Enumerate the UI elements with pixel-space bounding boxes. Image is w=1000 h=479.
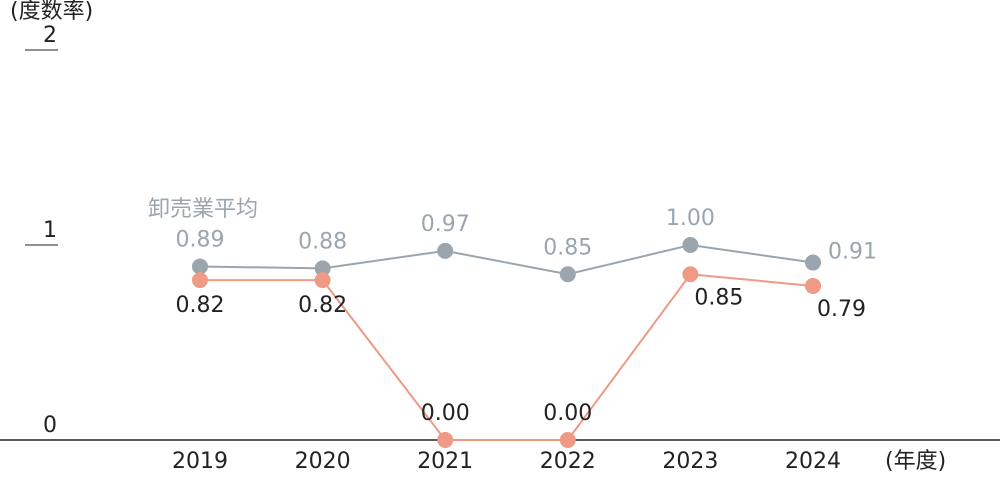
y-tick-label: 0 [43, 413, 57, 438]
value-label: 1.00 [666, 206, 715, 231]
data-point [192, 258, 208, 275]
value-label: 0.88 [298, 229, 347, 254]
data-point [559, 266, 576, 283]
data-point [314, 260, 331, 277]
x-tick-label: 2019 [172, 449, 228, 474]
series-line [199, 243, 814, 276]
value-label: 0.85 [694, 285, 743, 310]
value-label: 0.79 [817, 297, 866, 322]
x-tick-label: 2024 [785, 449, 841, 474]
x-tick-label: 2023 [662, 449, 718, 474]
data-point [192, 272, 208, 289]
x-tick-label: 2021 [417, 449, 473, 474]
value-label: 0.91 [828, 240, 877, 265]
y-tick-label: 2 [43, 23, 57, 48]
data-point [682, 266, 699, 283]
value-label: 0.82 [176, 293, 225, 318]
value-label: 0.00 [421, 401, 470, 426]
value-label: 0.97 [421, 212, 470, 237]
y-tick-label: 1 [43, 218, 57, 243]
data-point [437, 242, 454, 259]
data-point [314, 272, 331, 289]
value-label: 0.89 [176, 227, 225, 252]
y-unit: (度数率) [10, 0, 93, 24]
series-line [200, 273, 814, 441]
x-tick-label: 2022 [540, 449, 596, 474]
x-unit: (年度) [885, 449, 946, 474]
data-point [559, 432, 576, 448]
data-point [437, 432, 454, 448]
legend-label: 卸売業平均 [148, 197, 258, 222]
value-label: 0.85 [543, 235, 592, 260]
data-point [805, 277, 821, 294]
value-label: 0.00 [543, 401, 592, 426]
data-point [805, 254, 821, 271]
x-tick-label: 2020 [295, 449, 351, 474]
data-point [682, 237, 699, 253]
value-label: 0.82 [298, 293, 347, 318]
